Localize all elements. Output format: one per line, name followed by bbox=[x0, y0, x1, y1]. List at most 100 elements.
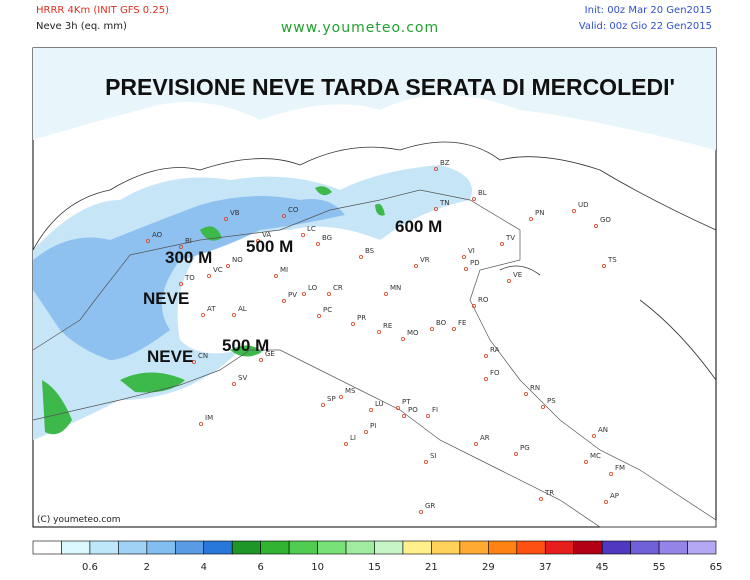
city-dot bbox=[338, 394, 343, 399]
snow-green bbox=[42, 186, 385, 435]
city-dot bbox=[326, 291, 331, 296]
city-dot bbox=[198, 421, 203, 426]
city-label: AO bbox=[152, 231, 163, 239]
legend-swatch bbox=[32, 540, 62, 555]
snow-heavy bbox=[33, 196, 345, 360]
city-dot bbox=[315, 241, 320, 246]
annotation: 500 M bbox=[222, 336, 269, 355]
legend-swatch bbox=[630, 540, 660, 555]
city-label: BZ bbox=[440, 159, 450, 167]
city-label: SV bbox=[238, 374, 247, 382]
city-dot bbox=[300, 232, 305, 237]
city-dot bbox=[178, 244, 183, 249]
city-dot bbox=[281, 213, 286, 218]
city-dot bbox=[413, 263, 418, 268]
city-dot bbox=[320, 402, 325, 407]
city-label: TN bbox=[439, 199, 450, 207]
city-dot bbox=[223, 216, 228, 221]
city-dot bbox=[433, 166, 438, 171]
map: BZ TN UD PN GO TS BL TV VE VI PD VR RO FE BS BG LC CO VB NO… bbox=[32, 47, 717, 528]
legend-label: 29 bbox=[482, 562, 495, 573]
map-title: PREVISIONE NEVE TARDA SERATA DI MERCOLED… bbox=[105, 74, 675, 100]
city-label: VE bbox=[513, 271, 522, 279]
city-dot bbox=[529, 216, 534, 221]
city-dot bbox=[609, 471, 614, 476]
city-dot bbox=[301, 291, 306, 296]
city-label: IM bbox=[205, 414, 213, 422]
city-label: PD bbox=[470, 259, 480, 267]
city-label: MI bbox=[280, 266, 288, 274]
city-label: BS bbox=[365, 247, 375, 255]
city-dot bbox=[400, 336, 405, 341]
city-label: PT bbox=[402, 398, 411, 406]
legend-label: 4 bbox=[201, 562, 207, 573]
city-label: RO bbox=[478, 296, 489, 304]
city-dot bbox=[604, 499, 609, 504]
city-label: PR bbox=[357, 314, 366, 322]
legend-swatch bbox=[118, 540, 148, 555]
legend-label: 55 bbox=[653, 562, 666, 573]
city-dot bbox=[425, 413, 430, 418]
city-label: TO bbox=[184, 274, 195, 282]
city-dot bbox=[363, 429, 368, 434]
city-dot bbox=[206, 273, 211, 278]
city-dot bbox=[255, 238, 260, 243]
legend-label: 6 bbox=[257, 562, 263, 573]
legend-label: 15 bbox=[368, 562, 381, 573]
legend-swatch bbox=[431, 540, 461, 555]
annotation: 300 M bbox=[165, 248, 212, 267]
city-dot bbox=[506, 278, 511, 283]
city-dot bbox=[191, 359, 196, 364]
city-dot bbox=[401, 413, 406, 418]
city-label: LI bbox=[350, 434, 356, 442]
city-label: MC bbox=[590, 452, 601, 460]
city-label: BL bbox=[478, 189, 487, 197]
city-dot bbox=[461, 254, 466, 259]
city-label: FI bbox=[432, 406, 438, 414]
city-dot bbox=[524, 391, 529, 396]
city-dot bbox=[231, 312, 236, 317]
legend-swatch bbox=[89, 540, 119, 555]
snow-light bbox=[33, 48, 716, 150]
city-label: SP bbox=[327, 395, 336, 403]
legend-swatch bbox=[687, 540, 717, 555]
city-label: LO bbox=[308, 284, 318, 292]
city-dot bbox=[499, 241, 504, 246]
legend-label: 2 bbox=[144, 562, 150, 573]
city-label: GO bbox=[600, 216, 611, 224]
city-label: GE bbox=[265, 350, 275, 358]
city-dot bbox=[273, 273, 278, 278]
city-dot bbox=[231, 381, 236, 386]
city-dot bbox=[376, 329, 381, 334]
city-label: AP bbox=[610, 492, 619, 500]
city-label: MS bbox=[345, 387, 356, 395]
city-dot bbox=[258, 357, 263, 362]
city-dot bbox=[473, 441, 478, 446]
city-label: LC bbox=[307, 225, 316, 233]
city-dot bbox=[594, 223, 599, 228]
city-dot bbox=[463, 266, 468, 271]
field: Neve 3h (eq. mm) bbox=[36, 21, 127, 32]
city-dot bbox=[418, 509, 423, 514]
legend-swatch bbox=[203, 540, 233, 555]
legend-swatch bbox=[374, 540, 404, 555]
city-label: PS bbox=[547, 397, 556, 405]
city-dot bbox=[602, 263, 607, 268]
city-dot bbox=[429, 326, 434, 331]
city-label: TS bbox=[607, 256, 617, 264]
legend-swatch bbox=[231, 540, 261, 555]
city-dot bbox=[350, 321, 355, 326]
init: Init: 00z Mar 20 Gen2015 bbox=[585, 5, 712, 16]
legend-label: 0.6 bbox=[82, 562, 98, 573]
city-label: GR bbox=[425, 502, 435, 510]
city-label: VI bbox=[468, 247, 475, 255]
city-dot bbox=[395, 405, 400, 410]
legend-swatch bbox=[488, 540, 518, 555]
legend-swatch bbox=[601, 540, 631, 555]
city-dot bbox=[514, 451, 519, 456]
legend-swatch bbox=[544, 540, 575, 555]
city-label: CR bbox=[333, 284, 343, 292]
legend-swatch bbox=[459, 540, 489, 555]
annotation: NEVE bbox=[143, 289, 189, 308]
